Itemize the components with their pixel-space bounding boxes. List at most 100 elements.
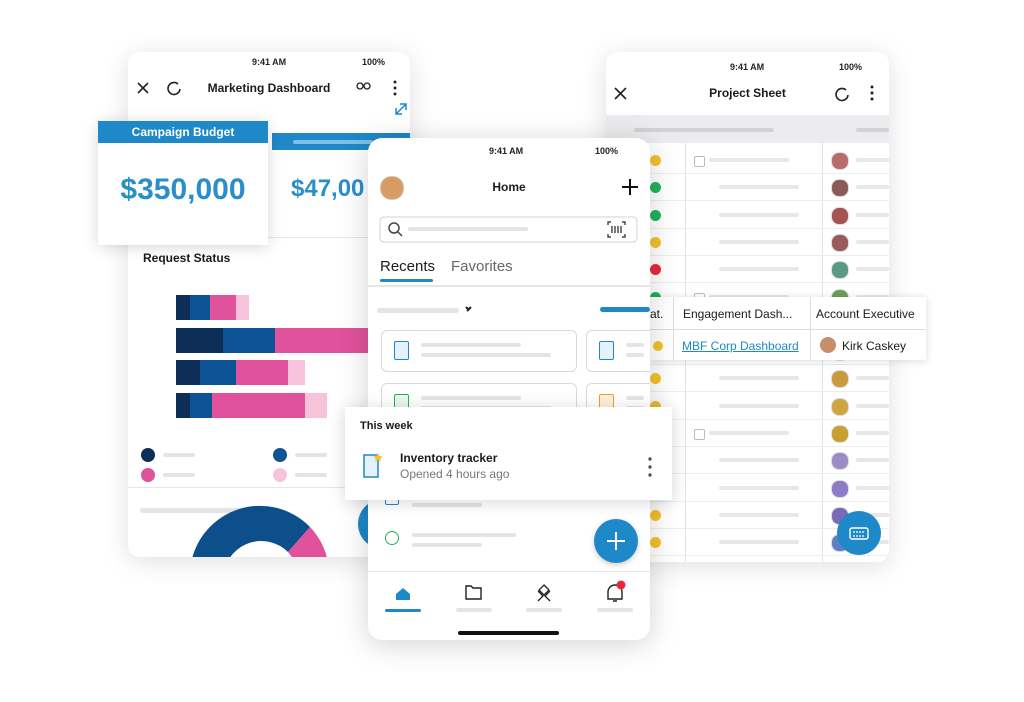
nav-indicator [385,609,421,612]
keyboard-button[interactable] [837,511,881,555]
row-divider [606,418,889,420]
link[interactable]: MBF Corp Dashboard [682,339,799,353]
bar-segment [210,295,236,320]
campaign-card: Campaign Budget $350,000 [98,121,268,245]
tab[interactable]: Recents [380,258,436,275]
cell-bar [856,485,889,490]
battery: 100% [595,146,619,156]
row-divider [606,473,889,475]
status-dot [650,209,661,221]
divider [128,487,410,488]
avatar [831,370,849,389]
header-bar [634,128,699,132]
row-icon [694,156,705,167]
bar-segment [212,392,305,418]
cell-bar [856,239,889,244]
card-header [98,121,268,143]
row-divider [606,391,889,393]
cell-bar [719,458,799,463]
status-dot [650,155,661,166]
avatar[interactable] [380,176,404,200]
card-label: Campaign Budget [131,125,235,139]
cell-bar [719,540,799,545]
file-icon [394,341,409,360]
avatar [831,152,849,170]
avatar [831,452,849,471]
sheet-popup: at. Engagement Dash... Account Executive… [650,297,926,360]
kpi-header-bar [293,140,373,144]
cell-bar [856,212,889,217]
recent-card [586,330,650,372]
bar-segment [305,392,327,418]
bar-segment [200,360,236,385]
col-divider [810,297,811,360]
status-dot [650,182,661,194]
legend-bar [163,453,195,457]
bar-segment [176,327,223,353]
keyboard-icon [849,527,869,540]
list-bar [412,503,482,507]
column-label: Engagement Dash... [683,307,793,321]
bar-segment [176,295,190,320]
column-label: Account Executive [816,307,915,321]
item-icons [363,453,652,478]
cell-bar [856,458,889,463]
card-bar [421,343,521,347]
status-time: 9:41 AM [252,57,287,67]
legend-bar [295,473,327,477]
this-week-card: This week Inventory tracker Opened 4 hou… [345,407,672,500]
row-divider [650,329,926,330]
status-time: 9:41 AM [730,62,765,72]
list-bar [412,543,482,547]
row-divider [606,364,889,366]
bar-segment [288,360,305,385]
row-divider [606,527,889,529]
status-dot [650,236,661,248]
cell-bar [709,431,789,435]
person: Kirk Caskey [842,339,907,353]
tab[interactable]: Favorites [451,258,513,275]
cell-bar [719,267,799,272]
bar-segment [176,392,190,418]
home-phone: 9:41 AM 100% Home Recents Favorites [368,138,650,640]
status-dot [650,373,661,385]
cell-bar [856,376,889,381]
header-icons [137,80,407,115]
item-title[interactable]: Inventory tracker [400,451,498,465]
avatar [831,397,849,416]
cell-bar [719,512,799,517]
home-icons [379,179,638,312]
avatar [831,179,849,198]
avatar [831,479,849,498]
column-label: at. [650,307,664,321]
cell-bar [719,239,799,244]
cell-bar [856,403,889,408]
row-divider [606,282,889,284]
item-subtitle: Opened 4 hours ago [400,467,510,481]
card-bar [626,396,644,400]
cell-bar [719,485,799,490]
cell-bar [709,294,789,299]
home-indicator [458,631,559,635]
battery: 100% [839,62,863,72]
bar-segment [236,360,288,385]
bar-segment [176,360,200,385]
row-divider [606,555,889,557]
list-icon [385,531,399,545]
legend-dot [141,448,155,462]
legend-dot [273,448,287,462]
cell-bar [709,158,789,162]
tab-indicator [380,279,433,282]
status-dot [650,400,661,412]
screen-title: Home [492,180,526,194]
recent-card [381,330,577,372]
header-bar [694,128,774,132]
card-value: $350,000 [120,173,246,206]
card-bar [421,353,551,357]
bar-segment [223,327,275,353]
bar-segment [190,295,210,320]
legend-dot [141,468,155,482]
header-icons [614,85,874,102]
legend-bar [295,453,327,457]
